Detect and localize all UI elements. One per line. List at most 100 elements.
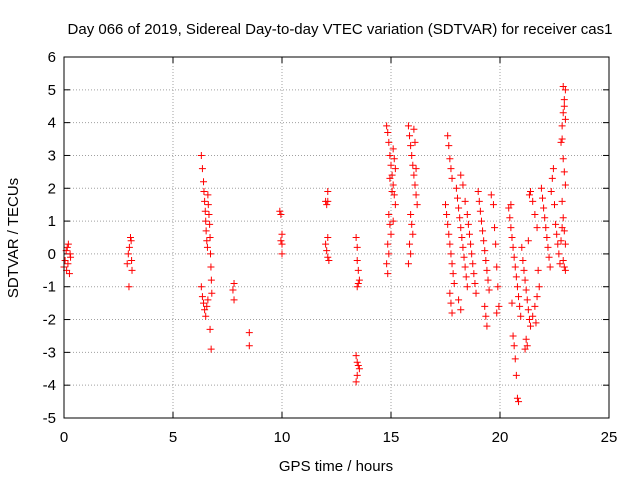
data-point xyxy=(355,276,363,284)
data-point xyxy=(67,253,75,261)
data-point xyxy=(447,250,455,258)
data-point xyxy=(404,122,412,130)
grid xyxy=(64,57,609,418)
data-point xyxy=(411,181,419,189)
data-point xyxy=(229,286,237,294)
data-point xyxy=(459,181,467,189)
axis-ticks: 0 5 10 15 20 25 -5 -4 -3 -2 -1 0 1 2 3 4 5 6 xyxy=(43,49,618,446)
data-point xyxy=(561,240,569,248)
data-point xyxy=(508,234,516,241)
data-point xyxy=(522,335,530,343)
y-tick-label: 2 xyxy=(48,180,56,197)
data-point xyxy=(406,132,414,140)
data-point xyxy=(464,220,472,228)
data-point xyxy=(389,217,397,225)
data-point xyxy=(460,253,468,261)
data-point xyxy=(202,227,210,235)
plot-frame xyxy=(63,56,610,419)
data-point xyxy=(483,322,491,330)
data-point xyxy=(386,174,394,182)
data-point xyxy=(471,279,479,287)
data-point xyxy=(560,168,568,176)
data-point xyxy=(548,174,556,182)
data-point xyxy=(527,322,535,330)
data-point xyxy=(463,211,471,219)
data-point xyxy=(128,266,136,274)
data-point xyxy=(541,214,549,222)
data-point xyxy=(245,329,253,337)
data-point xyxy=(477,217,485,225)
data-point xyxy=(559,214,567,222)
data-point xyxy=(558,197,566,205)
data-point xyxy=(383,260,391,268)
data-point xyxy=(474,188,482,196)
data-point xyxy=(406,240,414,248)
data-point xyxy=(456,214,464,222)
data-point xyxy=(63,243,71,251)
data-point xyxy=(547,188,555,196)
data-point xyxy=(535,283,543,291)
data-point xyxy=(444,132,452,140)
data-point xyxy=(385,250,393,258)
data-point xyxy=(554,240,562,248)
data-point xyxy=(204,201,212,209)
data-point xyxy=(495,302,503,310)
data-point xyxy=(559,109,567,117)
data-point xyxy=(508,299,516,307)
data-point xyxy=(549,165,557,173)
data-point xyxy=(385,211,393,219)
data-point xyxy=(353,283,361,291)
data-point xyxy=(507,201,515,209)
data-point xyxy=(383,122,391,130)
data-point xyxy=(509,332,517,340)
data-point xyxy=(513,394,521,402)
data-point xyxy=(64,240,72,248)
data-point xyxy=(384,128,392,136)
data-point xyxy=(518,243,526,251)
data-point xyxy=(544,243,552,251)
y-tick-label: 3 xyxy=(48,147,56,164)
data-point xyxy=(64,260,72,268)
data-point xyxy=(485,286,493,294)
data-point xyxy=(352,378,360,386)
data-point xyxy=(410,125,418,133)
data-point xyxy=(389,145,397,153)
data-point xyxy=(529,197,537,205)
data-point xyxy=(323,247,331,255)
data-point xyxy=(412,165,420,173)
data-point xyxy=(202,217,210,225)
data-point xyxy=(207,263,215,271)
data-point xyxy=(534,266,542,274)
data-point xyxy=(519,256,527,264)
data-point xyxy=(448,260,456,268)
data-point xyxy=(413,201,421,209)
data-point xyxy=(407,211,415,219)
data-point xyxy=(324,253,332,261)
data-point xyxy=(203,302,211,310)
data-point xyxy=(515,293,523,301)
data-point xyxy=(204,191,212,199)
data-point xyxy=(386,151,394,159)
y-tick-label: 5 xyxy=(48,82,56,99)
data-point xyxy=(521,345,529,353)
data-point xyxy=(493,263,501,271)
data-point xyxy=(278,230,286,238)
data-point xyxy=(463,283,471,291)
data-point xyxy=(525,191,533,199)
data-point xyxy=(446,240,454,248)
data-point xyxy=(276,207,284,215)
data-point xyxy=(560,96,568,104)
data-point xyxy=(484,276,492,284)
data-point xyxy=(522,286,530,294)
data-point xyxy=(127,237,135,245)
data-point xyxy=(469,260,477,268)
data-point xyxy=(560,102,568,110)
data-point xyxy=(123,260,131,268)
data-point xyxy=(492,240,500,248)
x-tick-label: 20 xyxy=(492,429,509,446)
data-point xyxy=(489,201,497,209)
data-point xyxy=(482,312,490,320)
data-point xyxy=(385,138,393,146)
data-points xyxy=(60,83,569,406)
